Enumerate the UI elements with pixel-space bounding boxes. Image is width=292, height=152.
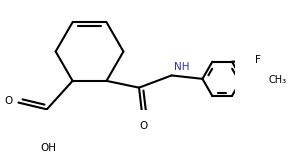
Text: O: O: [140, 121, 148, 131]
Text: O: O: [5, 96, 13, 106]
Text: NH: NH: [173, 62, 189, 72]
Text: OH: OH: [41, 143, 57, 152]
Text: CH₃: CH₃: [268, 74, 286, 85]
Text: F: F: [255, 55, 261, 65]
